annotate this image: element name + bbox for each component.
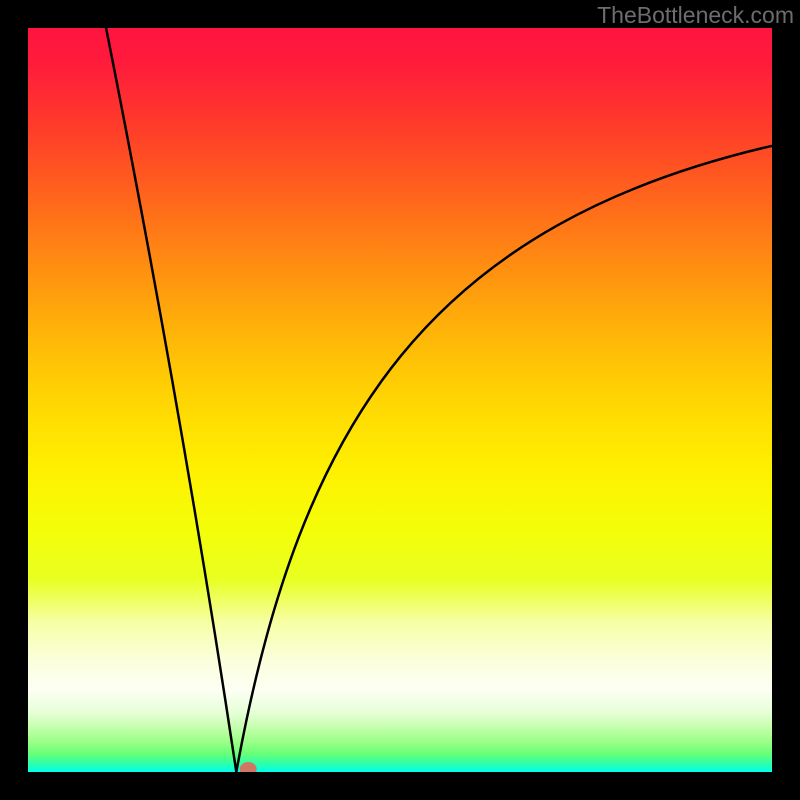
bottleneck-chart	[0, 0, 800, 800]
optimal-point-marker	[240, 762, 257, 776]
chart-container: TheBottleneck.com	[0, 0, 800, 800]
plot-background	[28, 28, 772, 772]
